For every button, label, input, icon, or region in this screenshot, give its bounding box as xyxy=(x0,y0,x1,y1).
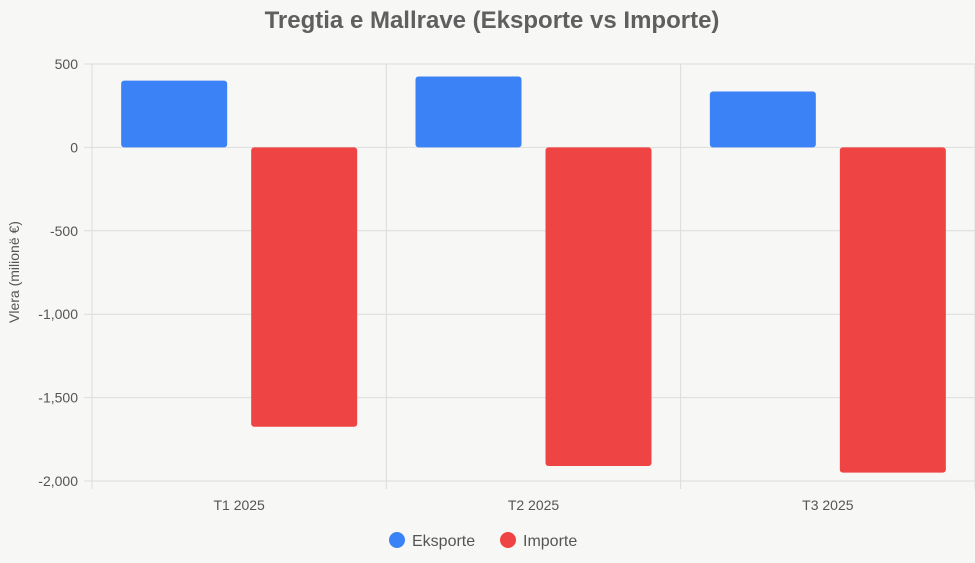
chart-title: Tregtia e Mallrave (Eksporte vs Importe) xyxy=(265,7,720,34)
x-axis-ticks: T1 2025 T2 2025 T3 2025 xyxy=(213,497,853,513)
bar-importe-1[interactable] xyxy=(251,147,358,427)
bars xyxy=(121,76,946,473)
legend-label-eksporte[interactable]: Eksporte xyxy=(412,533,475,550)
y-tick-label: -2,000 xyxy=(38,473,78,489)
legend[interactable]: Eksporte Importe xyxy=(389,532,577,550)
bar-importe-3[interactable] xyxy=(839,147,946,473)
y-axis-ticks: 500 0 -500 -1,000 -1,500 -2,000 xyxy=(38,56,78,489)
x-tick-label: T2 2025 xyxy=(508,497,560,513)
y-tick-label: -1,500 xyxy=(38,390,78,406)
bar-importe-2[interactable] xyxy=(545,147,652,466)
x-tick-label: T1 2025 xyxy=(213,497,265,513)
bar-eksporte-1[interactable] xyxy=(121,80,228,148)
y-axis-label: Vlera (milionë €) xyxy=(6,221,22,323)
legend-marker-eksporte[interactable] xyxy=(389,532,405,548)
legend-marker-importe[interactable] xyxy=(500,532,516,548)
legend-label-importe[interactable]: Importe xyxy=(523,533,577,550)
y-tick-label: 500 xyxy=(55,56,79,72)
y-tick-label: -1,000 xyxy=(38,306,78,322)
gridlines xyxy=(84,63,975,489)
bar-eksporte-3[interactable] xyxy=(709,91,816,148)
y-tick-label: -500 xyxy=(50,223,78,239)
x-tick-label: T3 2025 xyxy=(802,497,854,513)
bar-eksporte-2[interactable] xyxy=(415,76,522,148)
y-tick-label: 0 xyxy=(70,139,78,155)
